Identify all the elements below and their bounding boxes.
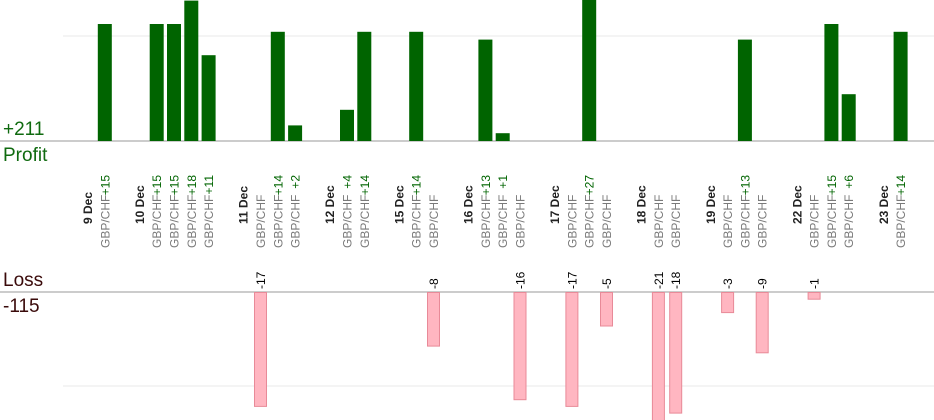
pair-label: GBP/CHF <box>427 195 441 248</box>
date-label: 10 Dec <box>133 185 147 224</box>
pair-label: GBP/CHF <box>202 195 216 248</box>
pair-label: GBP/CHF <box>496 195 510 248</box>
profit-bar <box>357 31 372 141</box>
pair-label: GBP/CHF <box>479 195 493 248</box>
profit-bar <box>167 24 181 141</box>
profit-bar <box>149 24 164 141</box>
pair-label: GBP/CHF <box>254 195 268 248</box>
pair-label: GBP/CHF <box>565 195 579 248</box>
profit-total: +211 <box>3 119 45 140</box>
profit-bar <box>495 133 510 141</box>
loss-total: -115 <box>3 296 40 317</box>
loss-bar <box>651 292 665 420</box>
loss-value-label: -21 <box>652 271 666 289</box>
date-label: 12 Dec <box>323 185 337 224</box>
date-label: 23 Dec <box>877 185 891 224</box>
profit-value-label: +11 <box>202 175 216 195</box>
date-label: 15 Dec <box>392 185 406 224</box>
profit-value-label: +15 <box>98 175 112 196</box>
profit-label: Profit <box>3 145 48 166</box>
profit-bar <box>737 39 752 141</box>
loss-value-label: -5 <box>600 278 614 289</box>
date-label: 18 Dec <box>635 185 649 224</box>
profit-value-label: +14 <box>894 175 908 196</box>
loss-value-label: -1 <box>808 278 822 289</box>
loss-value-label: -3 <box>721 278 735 289</box>
profit-value-label: +14 <box>410 175 424 196</box>
pair-label: GBP/CHF <box>808 195 822 248</box>
profit-value-label: +15 <box>150 175 164 196</box>
pair-label: GBP/CHF <box>514 195 528 248</box>
profit-value-label: +4 <box>341 175 355 189</box>
loss-value-label: -17 <box>254 271 268 289</box>
profit-bar <box>841 94 856 141</box>
pair-label: GBP/CHF <box>756 195 770 248</box>
date-label: 17 Dec <box>548 185 562 224</box>
pair-label: GBP/CHF <box>600 195 614 248</box>
profit-bar <box>478 39 493 141</box>
loss-bar <box>600 292 613 327</box>
pair-label: GBP/CHF <box>652 195 666 248</box>
loss-bar <box>807 292 821 300</box>
date-label: 11 Dec <box>237 186 251 224</box>
profit-bar <box>340 109 354 141</box>
pair-label: GBP/CHF <box>721 195 735 248</box>
profit-bar <box>270 31 285 141</box>
loss-bar <box>513 292 527 401</box>
loss-value-label: -18 <box>669 271 683 289</box>
profit-value-label: +18 <box>185 175 199 196</box>
pair-label: GBP/CHF <box>669 195 683 248</box>
pair-label: GBP/CHF <box>98 195 112 248</box>
profit-value-label: +27 <box>583 175 597 196</box>
profit-bar <box>184 0 199 141</box>
pair-label: GBP/CHF <box>842 195 856 248</box>
profit-bar <box>201 55 216 142</box>
pair-label: GBP/CHF <box>358 195 372 248</box>
profit-value-label: +14 <box>358 175 372 196</box>
pair-label: GBP/CHF <box>583 195 597 248</box>
date-label: 22 Dec <box>790 185 804 224</box>
profit-bar <box>97 24 112 141</box>
pair-label: GBP/CHF <box>271 195 285 248</box>
loss-value-label: -9 <box>756 278 770 289</box>
pair-label: GBP/CHF <box>289 195 303 248</box>
profit-bar <box>582 0 597 142</box>
profit-value-label: +15 <box>825 175 839 196</box>
profit-value-label: +1 <box>496 175 510 189</box>
pair-label: GBP/CHF <box>185 195 199 248</box>
profit-value-label: +13 <box>479 175 493 196</box>
loss-value-label: -16 <box>514 271 528 289</box>
date-label: 16 Dec <box>462 185 476 224</box>
loss-value-label: -17 <box>565 271 579 289</box>
pair-label: GBP/CHF <box>894 195 908 248</box>
profit-bar <box>288 125 303 141</box>
loss-bar <box>721 292 735 314</box>
pair-label: GBP/CHF <box>825 195 839 248</box>
loss-bar <box>427 292 440 347</box>
date-label: 9 Dec <box>81 192 95 224</box>
pair-label: GBP/CHF <box>341 195 355 248</box>
loss-bar <box>565 292 579 407</box>
pair-label: GBP/CHF <box>738 195 752 248</box>
profit-value-label: +2 <box>289 175 303 189</box>
loss-label: Loss <box>3 270 44 291</box>
pair-label: GBP/CHF <box>168 195 182 248</box>
profit-value-label: +13 <box>738 175 752 196</box>
loss-bar <box>254 292 267 407</box>
profit-value-label: +15 <box>168 175 182 196</box>
profit-value-label: +14 <box>271 175 285 196</box>
pair-label: GBP/CHF <box>150 195 164 248</box>
loss-bar <box>755 292 769 354</box>
profit-bar <box>409 31 424 141</box>
pair-label: GBP/CHF <box>410 195 424 248</box>
profit-bar <box>824 24 839 141</box>
profit-value-label: +6 <box>842 175 856 189</box>
date-label: 19 Dec <box>704 185 718 224</box>
loss-bar <box>669 292 683 414</box>
profit-bar <box>893 31 908 141</box>
loss-value-label: -8 <box>427 278 441 289</box>
